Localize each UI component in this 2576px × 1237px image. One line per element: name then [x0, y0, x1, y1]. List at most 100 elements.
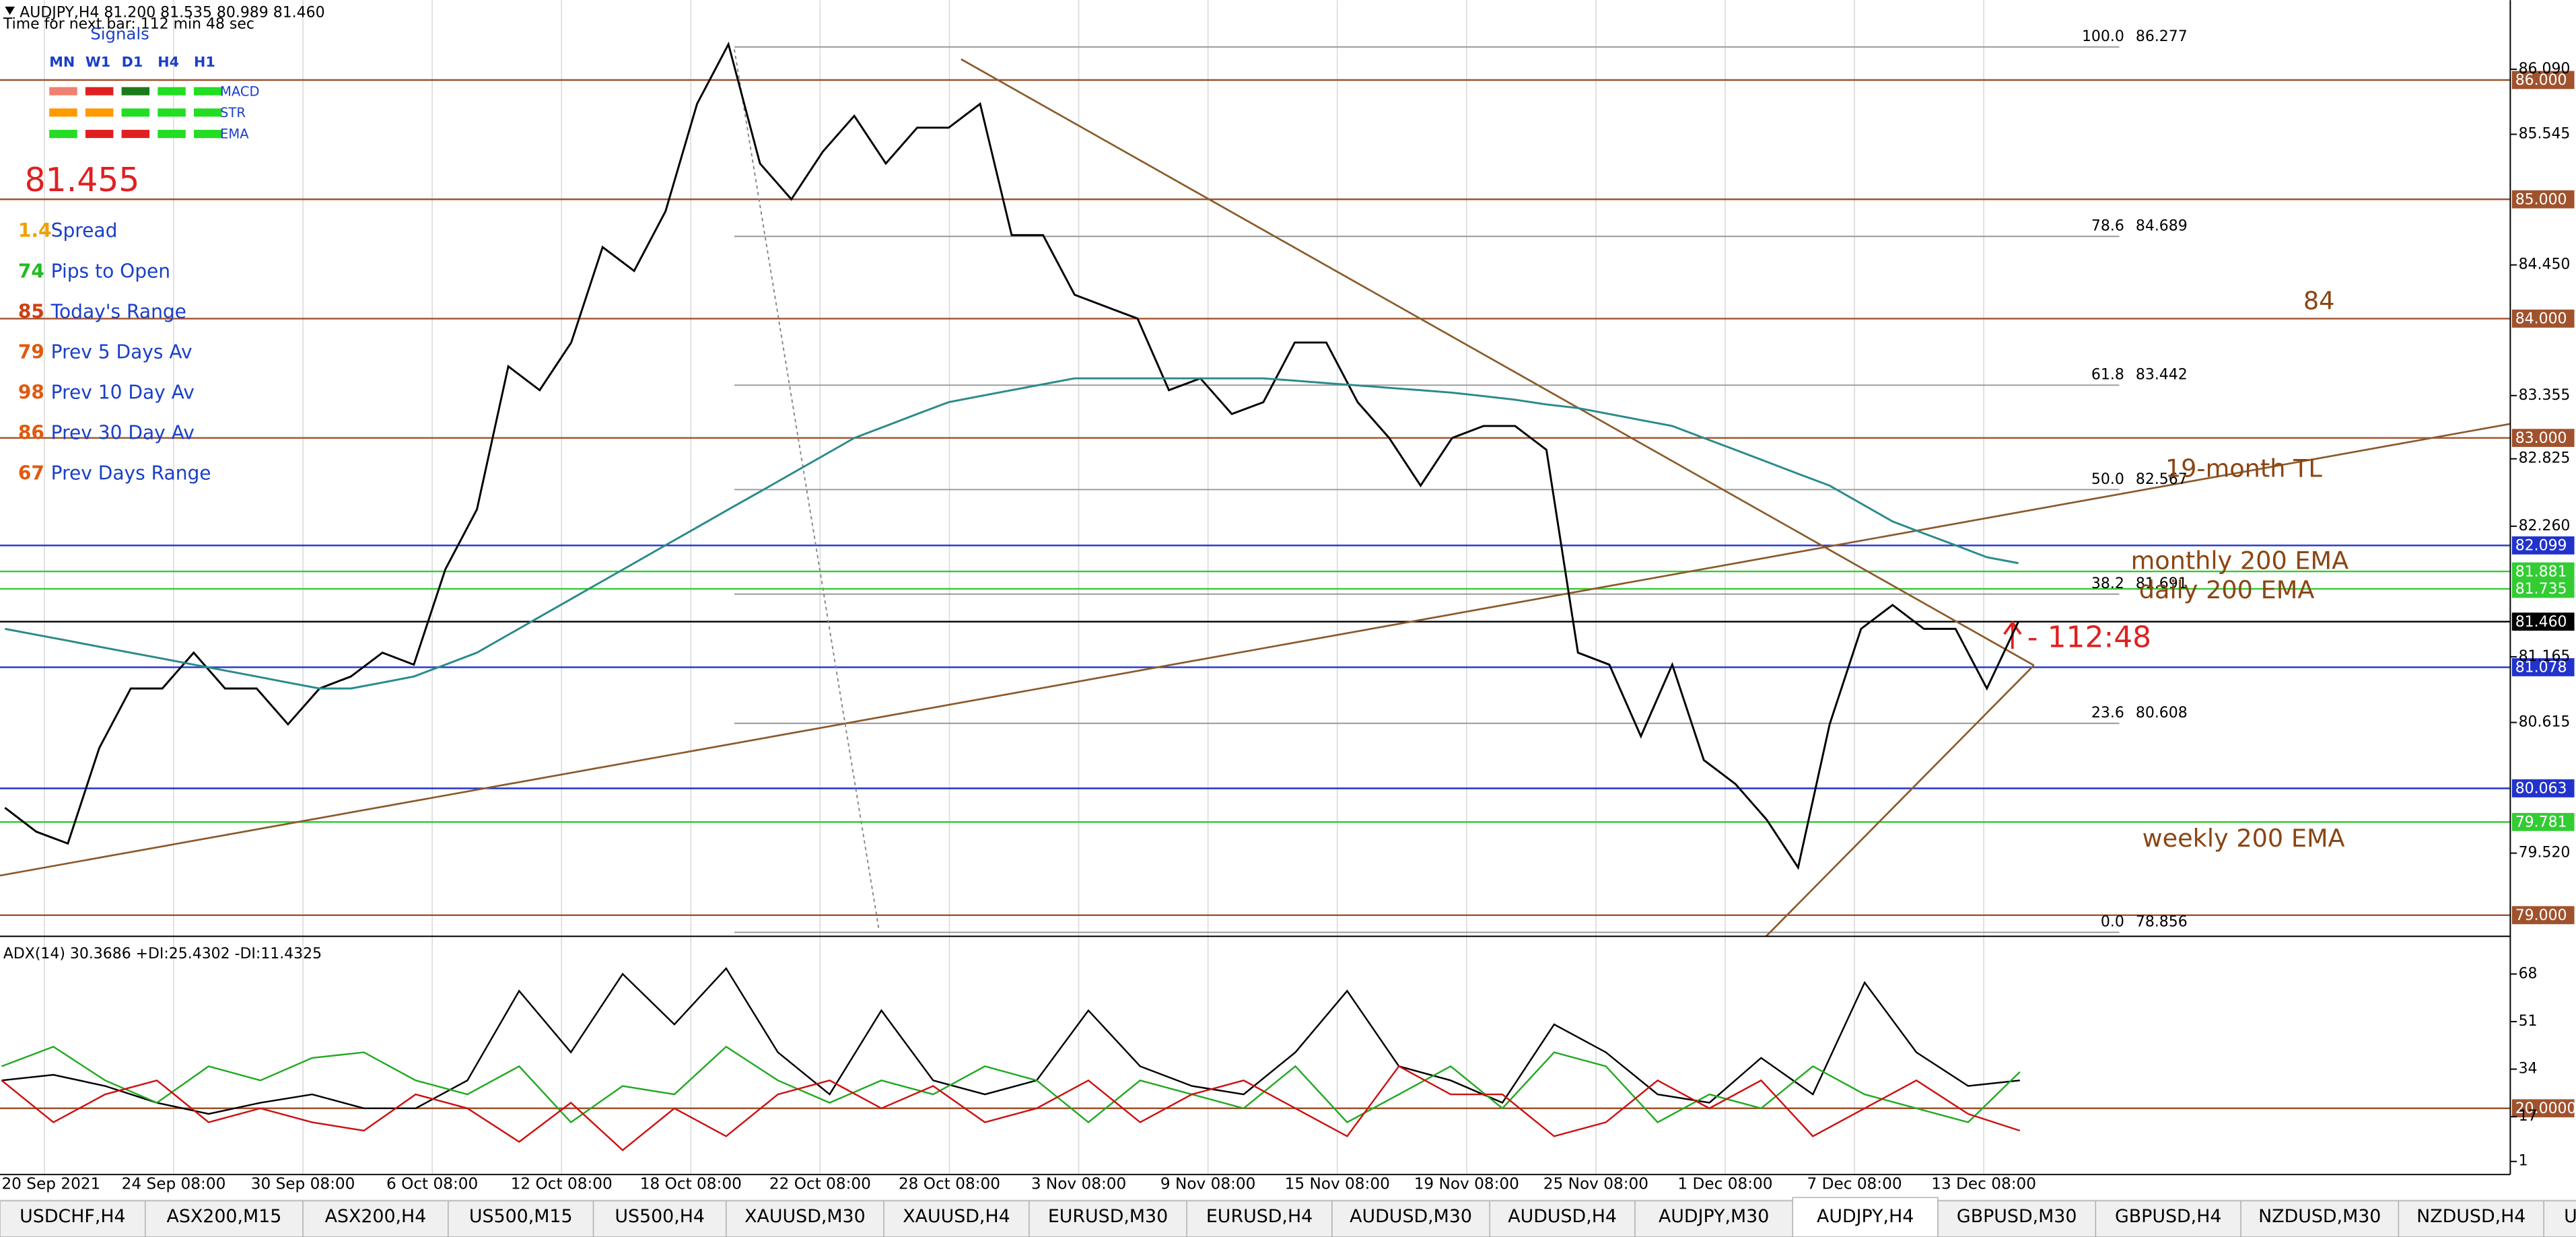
arrow-head — [2003, 620, 2022, 635]
level-box — [2511, 71, 2575, 90]
timeframe: H4 — [158, 54, 179, 70]
tab-label[interactable]: EURUSD,M30 — [1048, 1206, 1168, 1227]
tab[interactable] — [1331, 1200, 1490, 1237]
level-box — [2511, 906, 2575, 925]
tab[interactable] — [1792, 1197, 1939, 1237]
x-tick-label: 1 Dec 08:00 — [1677, 1174, 1772, 1193]
fib-ratio: 38.2 — [2091, 575, 2124, 592]
signal-box — [85, 87, 114, 96]
tab[interactable] — [726, 1200, 884, 1237]
fib-price: 83.442 — [2136, 367, 2188, 384]
x-tick-label: 20 Sep 2021 — [1, 1174, 100, 1193]
tab-label[interactable]: EURUSD,H4 — [1206, 1206, 1313, 1227]
tab[interactable] — [302, 1200, 449, 1237]
tab-label[interactable]: USDCHF,H4 — [20, 1206, 125, 1227]
annotation: - 112:48 — [2027, 621, 2151, 655]
level-box — [2511, 779, 2575, 798]
tab[interactable] — [1489, 1200, 1636, 1237]
fib-price: 82.567 — [2136, 471, 2188, 488]
y-tick-label: 84.450 — [2519, 256, 2571, 273]
tab-label[interactable]: AUDJPY,M30 — [1659, 1206, 1769, 1227]
x-tick-label: 6 Oct 08:00 — [386, 1174, 478, 1193]
indicator-title: ADX(14) 30.3686 +DI:25.4302 -DI:11.4325 — [3, 946, 322, 962]
x-tick-label: 24 Sep 08:00 — [122, 1174, 226, 1193]
tab[interactable] — [1029, 1200, 1187, 1237]
signal-box — [194, 87, 222, 96]
signal-box — [194, 108, 222, 117]
stat-value: 98 — [18, 381, 44, 403]
tab[interactable] — [592, 1200, 727, 1237]
fib-ratio: 100.0 — [2082, 28, 2124, 45]
x-tick-label: 25 Nov 08:00 — [1543, 1174, 1648, 1193]
fib-price: 81.691 — [2136, 575, 2188, 592]
tab[interactable] — [1186, 1200, 1333, 1237]
level-label: 20.0000 — [2515, 1100, 2576, 1117]
y-tick-label: 81.165 — [2519, 648, 2571, 665]
x-tick-label: 22 Oct 08:00 — [769, 1174, 871, 1193]
level-box — [2511, 579, 2575, 598]
tab-label[interactable]: AUDUSD,M30 — [1350, 1206, 1472, 1227]
level-label: 81.460 — [2515, 614, 2567, 631]
tab[interactable] — [2240, 1200, 2400, 1237]
tab-label[interactable]: NZDUSD,M30 — [2258, 1206, 2381, 1227]
annotation: weekly 200 EMA — [2143, 824, 2345, 853]
level-label: 81.881 — [2515, 563, 2567, 580]
tab[interactable] — [145, 1200, 304, 1237]
fib-diagonal — [734, 49, 880, 930]
stat-label: Prev 30 Day Av — [51, 421, 195, 444]
tab-label[interactable]: GBPUSD,H4 — [2115, 1206, 2221, 1227]
trendline — [1765, 664, 2035, 938]
tab[interactable] — [883, 1200, 1030, 1237]
grid — [0, 0, 2511, 1175]
tab-label[interactable]: US500,H4 — [615, 1206, 705, 1227]
y-tick-label: 80.615 — [2519, 713, 2571, 730]
fib-ratio: 23.6 — [2091, 705, 2124, 721]
x-tick-label: 3 Nov 08:00 — [1031, 1174, 1126, 1193]
tab-label[interactable]: AUDUSD,H4 — [1508, 1206, 1617, 1227]
x-tick-label: 13 Dec 08:00 — [1931, 1174, 2036, 1193]
signal-box — [49, 129, 77, 139]
stat-label: Prev Days Range — [51, 462, 211, 484]
tab-label[interactable]: XAUUSD,M30 — [744, 1206, 866, 1227]
plot — [1, 41, 2021, 1152]
signal-box — [121, 108, 150, 117]
series-line — [4, 41, 2019, 870]
annotation: daily 200 EMA — [2139, 575, 2315, 604]
tab-label[interactable]: ASX200,M15 — [167, 1206, 282, 1227]
x-tick-label: 19 Nov 08:00 — [1414, 1174, 1519, 1193]
fib-price: 84.689 — [2136, 218, 2188, 235]
signal-box — [158, 129, 186, 139]
y-tick-label: 82.825 — [2519, 450, 2571, 467]
stat-label: Prev 5 Days Av — [51, 341, 193, 363]
tab[interactable] — [0, 1200, 146, 1237]
signal-box — [49, 108, 77, 117]
tab-label[interactable]: AUDJPY,H4 — [1817, 1206, 1914, 1227]
level-box — [2511, 190, 2575, 209]
tab[interactable] — [1937, 1200, 2097, 1237]
signal-box — [194, 129, 222, 139]
stat-label: Today's Range — [50, 300, 186, 322]
tab-label[interactable]: USI — [2564, 1206, 2576, 1227]
tab[interactable] — [1634, 1200, 1794, 1237]
signal-box — [121, 87, 150, 96]
symbol-line: AUDJPY,H4 81.200 81.535 80.989 81.460 — [20, 5, 324, 22]
signal-box — [121, 129, 150, 139]
tab-label[interactable]: ASX200,H4 — [325, 1206, 427, 1227]
tab[interactable] — [2095, 1200, 2241, 1237]
fib-ratio: 0.0 — [2101, 914, 2124, 931]
tab[interactable] — [2543, 1200, 2576, 1237]
tab-label[interactable]: NZDUSD,H4 — [2416, 1206, 2526, 1227]
timeframe: D1 — [122, 54, 143, 70]
y-tick-label: 51 — [2519, 1013, 2538, 1030]
level-box — [2511, 812, 2575, 831]
series-line — [1, 1045, 2021, 1124]
trendline — [0, 423, 2511, 877]
timeframe: W1 — [85, 54, 110, 70]
tab-label[interactable]: XAUUSD,H4 — [903, 1206, 1010, 1227]
tab-label[interactable]: GBPUSD,M30 — [1957, 1206, 2077, 1227]
tab[interactable] — [448, 1200, 594, 1237]
tab-label[interactable]: US500,M15 — [469, 1206, 573, 1227]
level-label: 85.000 — [2515, 191, 2567, 208]
